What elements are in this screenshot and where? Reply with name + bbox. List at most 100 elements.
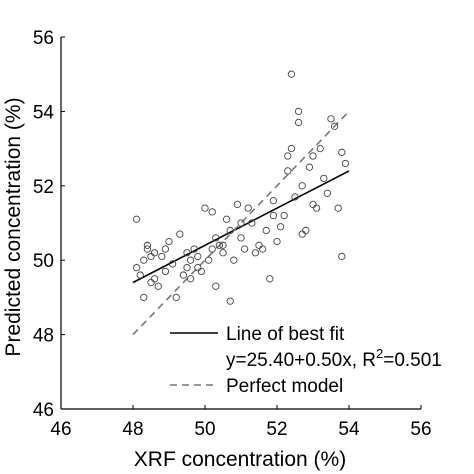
data-point-71 [338, 148, 346, 156]
ticks: 46 48 50 52 54 56 46 48 50 52 54 56 [33, 28, 432, 440]
data-point-72 [338, 252, 346, 261]
data-point-32 [215, 241, 224, 249]
data-point-5 [143, 245, 152, 253]
y-tick-label-0: 46 [33, 400, 54, 421]
data-point-1 [132, 263, 141, 272]
x-tick-label-4: 54 [338, 419, 360, 440]
data-point-39 [237, 234, 245, 242]
data-point-70 [334, 204, 342, 212]
data-point-59 [298, 182, 306, 190]
data-point-77 [219, 241, 227, 249]
data-point-35 [226, 226, 234, 235]
y-tick-label-5: 56 [33, 28, 54, 49]
data-point-12 [158, 252, 166, 261]
data-point-14 [165, 237, 173, 246]
data-point-30 [212, 234, 220, 242]
data-point-50 [273, 237, 281, 246]
y-tick-label-3: 52 [33, 177, 54, 198]
data-point-73 [341, 159, 350, 168]
data-point-37 [230, 256, 238, 264]
data-point-44 [251, 249, 260, 257]
y-tick-label-2: 50 [33, 251, 54, 272]
data-point-63 [309, 152, 317, 160]
best-fit-line [132, 170, 350, 284]
data-point-10 [150, 275, 159, 283]
data-point-4 [140, 293, 148, 302]
data-point-69 [330, 122, 339, 130]
data-point-56 [291, 193, 299, 201]
data-point-26 [201, 204, 209, 212]
data-point-55 [287, 70, 296, 78]
data-point-48 [266, 275, 274, 283]
data-point-57 [294, 118, 303, 127]
data-point-40 [237, 219, 245, 227]
data-point-41 [240, 245, 249, 253]
data-point-3 [140, 256, 148, 264]
data-point-29 [208, 245, 216, 253]
data-point-62 [309, 200, 317, 209]
data-point-6 [143, 241, 152, 249]
data-point-20 [186, 256, 195, 264]
data-point-15 [168, 260, 177, 268]
y-tick-label-1: 48 [33, 326, 54, 347]
data-point-66 [320, 174, 328, 183]
x-tick-label-1: 48 [122, 419, 143, 440]
y-axis-label: Predicted concentration (%) [2, 97, 25, 356]
fit-lines [132, 110, 350, 336]
axes [60, 37, 421, 410]
data-point-9 [150, 249, 159, 257]
data-point-64 [312, 204, 321, 212]
data-point-22 [190, 245, 198, 253]
data-point-2 [136, 271, 144, 279]
data-point-52 [280, 211, 288, 220]
data-point-54 [287, 144, 296, 153]
x-tick-label-2: 50 [194, 419, 215, 440]
data-point-11 [154, 282, 162, 290]
data-point-78 [183, 263, 191, 272]
data-point-61 [305, 163, 314, 171]
data-point-33 [219, 249, 227, 257]
x-axis-label: XRF concentration (%) [134, 448, 346, 471]
data-point-18 [179, 271, 188, 279]
data-point-79 [161, 267, 170, 276]
legend-fit-equation-sup: 2 [376, 346, 383, 361]
data-point-13 [161, 245, 170, 253]
data-point-16 [172, 293, 180, 302]
data-point-28 [208, 208, 216, 216]
x-tick-label-5: 56 [410, 419, 431, 440]
data-point-53 [284, 152, 292, 160]
data-points [132, 70, 350, 305]
data-point-46 [258, 245, 267, 253]
data-point-58 [294, 107, 303, 116]
data-point-38 [233, 200, 242, 209]
data-point-31 [212, 282, 220, 290]
data-point-23 [194, 263, 202, 272]
data-point-75 [269, 211, 278, 220]
data-point-24 [194, 252, 202, 261]
data-point-25 [197, 267, 206, 276]
legend-fit-equation: y=25.40+0.50x, R2=0.501 [226, 346, 442, 371]
x-tick-label-3: 52 [266, 419, 287, 440]
data-point-7 [147, 278, 155, 287]
data-point-51 [276, 223, 285, 231]
legend: Line of best fit y=25.40+0.50x, R2=0.501… [170, 324, 442, 397]
data-point-45 [255, 241, 263, 249]
data-point-47 [262, 226, 270, 235]
data-point-42 [244, 204, 252, 212]
data-point-74 [298, 230, 306, 238]
legend-perfect-label: Perfect model [226, 376, 343, 397]
data-point-43 [248, 219, 256, 227]
legend-fit-label: Line of best fit [226, 324, 345, 345]
data-point-0 [132, 215, 141, 223]
x-tick-label-0: 46 [50, 419, 71, 440]
data-point-36 [226, 297, 234, 305]
data-point-76 [284, 167, 292, 175]
perfect-model-line [132, 110, 350, 336]
data-point-67 [323, 189, 332, 197]
data-point-19 [183, 249, 191, 257]
data-point-49 [269, 197, 278, 205]
data-point-21 [186, 275, 195, 283]
data-point-8 [147, 252, 155, 261]
data-point-17 [176, 230, 184, 238]
